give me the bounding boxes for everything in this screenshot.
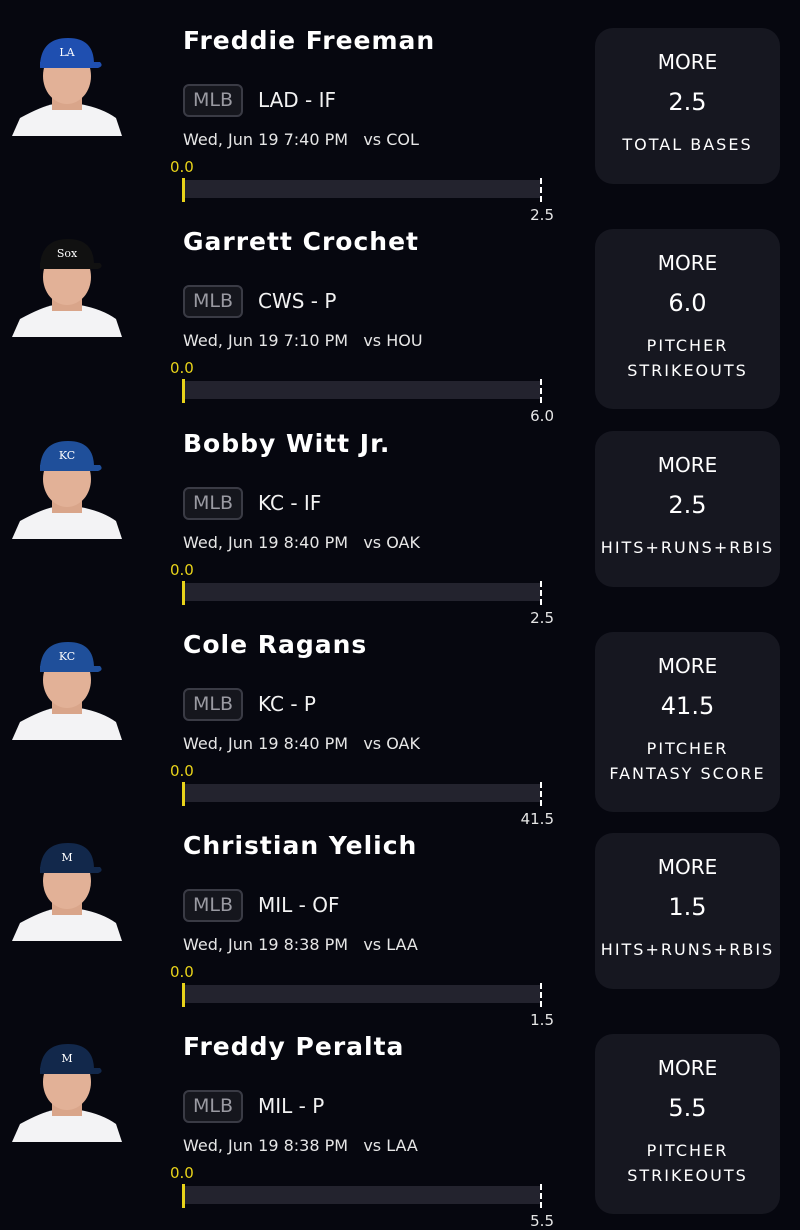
current-value: 0.0: [170, 158, 194, 176]
game-time: Wed, Jun 19 8:40 PM vs OAK: [183, 734, 420, 753]
team-position: MIL - OF: [258, 893, 340, 917]
pick-row: KC Cole Ragans MLB KC - P Wed, Jun 19 8:…: [0, 626, 800, 828]
cap-logo: KC: [59, 650, 75, 663]
league-badge: MLB: [183, 84, 243, 117]
team-position: KC - P: [258, 692, 316, 716]
game-time: Wed, Jun 19 8:38 PM vs LAA: [183, 1136, 418, 1155]
pick-row: LA Freddie Freeman MLB LAD - IF Wed, Jun…: [0, 22, 800, 224]
player-name: Freddie Freeman: [183, 26, 436, 55]
pick-row: Sox Garrett Crochet MLB CWS - P Wed, Jun…: [0, 223, 800, 425]
pick-card[interactable]: MORE 6.0 PITCHER STRIKEOUTS: [595, 229, 780, 409]
progress-bar: [184, 583, 540, 601]
player-name: Bobby Witt Jr.: [183, 429, 391, 458]
game-time: Wed, Jun 19 8:38 PM vs LAA: [183, 935, 418, 954]
league-badge: MLB: [183, 1090, 243, 1123]
game-time: Wed, Jun 19 8:40 PM vs OAK: [183, 533, 420, 552]
target-value: 2.5: [530, 206, 554, 224]
player-name: Garrett Crochet: [183, 227, 419, 256]
league-badge: MLB: [183, 285, 243, 318]
direction-label: MORE: [657, 453, 718, 477]
line-value: 2.5: [668, 491, 707, 519]
game-time: Wed, Jun 19 7:40 PM vs COL: [183, 130, 419, 149]
progress-bar: [184, 985, 540, 1003]
player-avatar: M: [12, 1038, 122, 1142]
target-value: 41.5: [520, 810, 554, 828]
progress-bar: [184, 1186, 540, 1204]
progress-bar: [184, 180, 540, 198]
target-marker: [540, 983, 542, 1007]
line-value: 5.5: [668, 1094, 707, 1122]
progress-start-marker: [182, 983, 185, 1007]
league-badge: MLB: [183, 688, 243, 721]
pick-card[interactable]: MORE 1.5 HITS+RUNS+RBIS: [595, 833, 780, 989]
progress-start-marker: [182, 1184, 185, 1208]
pick-card[interactable]: MORE 5.5 PITCHER STRIKEOUTS: [595, 1034, 780, 1214]
target-marker: [540, 379, 542, 403]
player-avatar: KC: [12, 435, 122, 539]
direction-label: MORE: [657, 1056, 718, 1080]
target-value: 5.5: [530, 1212, 554, 1230]
cap-logo: M: [61, 851, 72, 864]
current-value: 0.0: [170, 561, 194, 579]
progress-start-marker: [182, 379, 185, 403]
target-value: 2.5: [530, 609, 554, 627]
target-marker: [540, 1184, 542, 1208]
stat-type: PITCHER STRIKEOUTS: [627, 1141, 748, 1185]
player-avatar: KC: [12, 636, 122, 740]
team-position: LAD - IF: [258, 88, 337, 112]
stat-type: TOTAL BASES: [622, 135, 753, 154]
direction-label: MORE: [657, 654, 718, 678]
target-marker: [540, 782, 542, 806]
pick-card[interactable]: MORE 2.5 TOTAL BASES: [595, 28, 780, 184]
player-avatar: LA: [12, 32, 122, 136]
target-value: 6.0: [530, 407, 554, 425]
stat-type: PITCHER FANTASY SCORE: [609, 739, 766, 783]
line-value: 1.5: [668, 893, 707, 921]
team-position: CWS - P: [258, 289, 337, 313]
line-value: 6.0: [668, 289, 707, 317]
direction-label: MORE: [657, 251, 718, 275]
cap-logo: Sox: [57, 247, 78, 260]
progress-bar: [184, 784, 540, 802]
current-value: 0.0: [170, 762, 194, 780]
progress-start-marker: [182, 782, 185, 806]
stat-type: PITCHER STRIKEOUTS: [627, 336, 748, 380]
cap-logo: M: [61, 1052, 72, 1065]
target-value: 1.5: [530, 1011, 554, 1029]
stat-type: HITS+RUNS+RBIS: [600, 940, 775, 959]
pick-card[interactable]: MORE 41.5 PITCHER FANTASY SCORE: [595, 632, 780, 812]
pick-row: KC Bobby Witt Jr. MLB KC - IF Wed, Jun 1…: [0, 425, 800, 627]
progress-start-marker: [182, 581, 185, 605]
player-name: Christian Yelich: [183, 831, 418, 860]
progress-bar: [184, 381, 540, 399]
current-value: 0.0: [170, 963, 194, 981]
target-marker: [540, 178, 542, 202]
cap-logo: KC: [59, 449, 75, 462]
current-value: 0.0: [170, 1164, 194, 1182]
pick-row: M Freddy Peralta MLB MIL - P Wed, Jun 19…: [0, 1028, 800, 1230]
cap-logo: LA: [59, 46, 75, 59]
team-position: KC - IF: [258, 491, 322, 515]
league-badge: MLB: [183, 889, 243, 922]
progress-start-marker: [182, 178, 185, 202]
player-avatar: M: [12, 837, 122, 941]
player-name: Cole Ragans: [183, 630, 368, 659]
game-time: Wed, Jun 19 7:10 PM vs HOU: [183, 331, 423, 350]
current-value: 0.0: [170, 359, 194, 377]
line-value: 41.5: [660, 692, 715, 720]
pick-card[interactable]: MORE 2.5 HITS+RUNS+RBIS: [595, 431, 780, 587]
player-name: Freddy Peralta: [183, 1032, 405, 1061]
pick-row: M Christian Yelich MLB MIL - OF Wed, Jun…: [0, 827, 800, 1029]
direction-label: MORE: [657, 855, 718, 879]
stat-type: HITS+RUNS+RBIS: [600, 538, 775, 557]
direction-label: MORE: [657, 50, 718, 74]
player-avatar: Sox: [12, 233, 122, 337]
league-badge: MLB: [183, 487, 243, 520]
target-marker: [540, 581, 542, 605]
team-position: MIL - P: [258, 1094, 325, 1118]
line-value: 2.5: [668, 88, 707, 116]
